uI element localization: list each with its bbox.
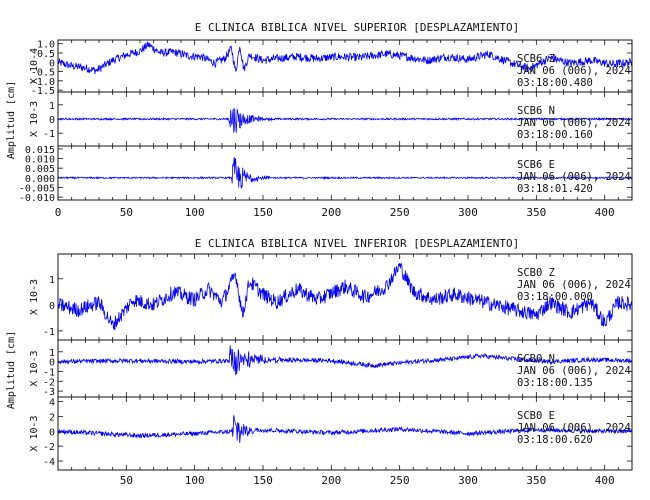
y-tick-label: -0.010	[19, 193, 55, 204]
x-tick-label: 200	[321, 206, 341, 219]
x-tick-label: 250	[390, 474, 410, 487]
y-tick-label: -1.0	[31, 77, 55, 88]
y-tick-label: 0	[49, 427, 55, 438]
trace-station-label: SCB6 N	[517, 105, 555, 117]
trace-time-label: 03:18:00.160	[517, 129, 593, 141]
x-tick-label: 350	[526, 206, 546, 219]
chart-title: E CLINICA BIBLICA NIVEL INFERIOR [DESPLA…	[195, 237, 520, 250]
x-tick-label: 100	[185, 206, 205, 219]
y-tick-label: 1	[49, 275, 55, 286]
y-tick-label: -1	[43, 327, 55, 338]
trace-date-label: JAN 06 (006), 2024	[517, 65, 631, 77]
y-tick-label: 2	[49, 412, 55, 423]
y-axis-label: Amplitud [cm]	[6, 331, 17, 409]
y-tick-label: 0.005	[25, 164, 55, 175]
trace-time-label: 03:18:00.000	[517, 291, 593, 303]
y-tick-label: 0.000	[25, 174, 55, 185]
scale-multiplier-label: X 10-4	[29, 48, 40, 84]
x-tick-label: 300	[458, 206, 478, 219]
waveform-trace-SCB6-E	[57, 157, 633, 189]
y-tick-label: 0	[49, 115, 55, 126]
x-tick-label: 200	[321, 474, 341, 487]
x-tick-label: 50	[120, 206, 133, 219]
x-tick-label: 250	[390, 206, 410, 219]
y-tick-label: -3	[43, 387, 55, 398]
y-tick-label: 0.010	[25, 155, 55, 166]
y-tick-label: 0.015	[25, 145, 55, 156]
x-tick-label: 400	[595, 474, 615, 487]
trace-time-label: 03:18:00.620	[517, 434, 593, 446]
y-tick-label: 4	[49, 397, 55, 408]
scale-multiplier-label: X 10-3	[29, 415, 40, 451]
y-tick-label: -1	[43, 129, 55, 140]
trace-time-label: 03:18:01.420	[517, 183, 593, 195]
chart-title: E CLINICA BIBLICA NIVEL SUPERIOR [DESPLA…	[195, 21, 520, 34]
y-tick-label: -2	[43, 377, 55, 388]
trace-date-label: JAN 06 (006), 2024	[517, 279, 631, 291]
waveform-trace-SCB0-N	[57, 345, 633, 376]
y-tick-label: -2	[43, 442, 55, 453]
trace-station-label: SCB0 E	[517, 410, 555, 422]
trace-station-label: SCB0 N	[517, 353, 555, 365]
trace-station-label: SCB0 Z	[517, 267, 555, 279]
y-tick-label: 0	[49, 58, 55, 69]
y-tick-label: 0.5	[37, 49, 55, 60]
x-tick-label: 300	[458, 474, 478, 487]
y-axis-label: Amplitud [cm]	[6, 81, 17, 159]
y-tick-label: -1.5	[31, 86, 55, 97]
trace-time-label: 03:18:00.135	[517, 377, 593, 389]
trace-date-label: JAN 06 (006), 2024	[517, 422, 631, 434]
x-tick-label: 150	[253, 474, 273, 487]
x-tick-label: 0	[55, 206, 62, 219]
y-tick-label: -0.5	[31, 68, 55, 79]
x-tick-label: 100	[185, 474, 205, 487]
scale-multiplier-label: X 10-3	[29, 350, 40, 386]
y-tick-label: -0.005	[19, 183, 55, 194]
trace-time-label: 03:18:00.480	[517, 77, 593, 89]
trace-date-label: JAN 06 (006), 2024	[517, 171, 631, 183]
waveform-trace-SCB0-E	[57, 415, 633, 443]
x-tick-label: 350	[526, 474, 546, 487]
y-tick-label: -4	[43, 457, 55, 468]
y-tick-label: 1	[49, 348, 55, 359]
trace-date-label: JAN 06 (006), 2024	[517, 365, 631, 377]
waveform-trace-SCB6-Z	[57, 41, 633, 75]
x-tick-label: 400	[595, 206, 615, 219]
y-tick-label: -1	[43, 367, 55, 378]
scale-multiplier-label: X 10-3	[29, 279, 40, 315]
x-tick-label: 150	[253, 206, 273, 219]
y-tick-label: 0	[49, 358, 55, 369]
y-tick-label: 0	[49, 301, 55, 312]
waveform-trace-SCB6-N	[58, 108, 633, 134]
scale-multiplier-label: X 10-3	[29, 101, 40, 137]
x-tick-label: 50	[120, 474, 133, 487]
y-tick-label: 1.0	[37, 40, 55, 51]
trace-station-label: SCB6 Z	[517, 53, 555, 65]
y-tick-label: 1	[49, 101, 55, 112]
waveform-trace-SCB0-Z	[57, 262, 633, 331]
trace-station-label: SCB6 E	[517, 159, 555, 171]
trace-date-label: JAN 06 (006), 2024	[517, 117, 631, 129]
